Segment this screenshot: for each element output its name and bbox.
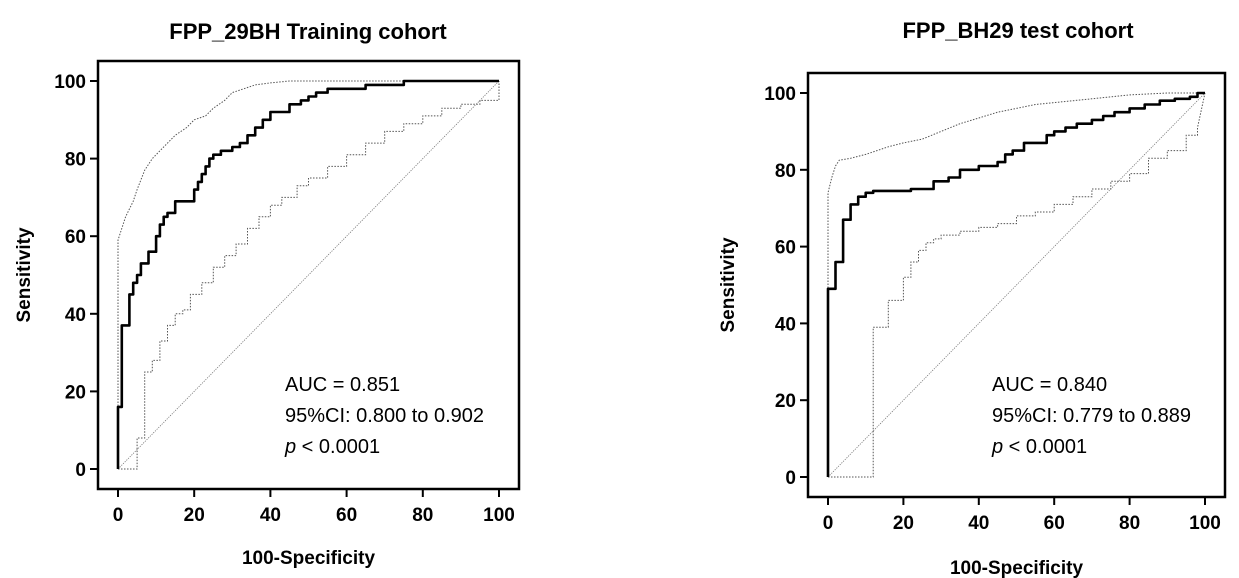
p-value-annotation: p < 0.0001 bbox=[284, 436, 380, 458]
x-tick-label: 80 bbox=[1119, 513, 1140, 534]
y-axis-title: Sensitivity bbox=[14, 227, 35, 322]
reference-diagonal bbox=[117, 80, 500, 470]
ci-upper-curve bbox=[117, 80, 499, 469]
x-axis-title: 100-Specificity bbox=[242, 548, 375, 569]
y-tick-label: 100 bbox=[764, 84, 796, 105]
x-tick-label: 60 bbox=[336, 505, 357, 526]
y-tick-label: 80 bbox=[65, 150, 86, 171]
chart-title: FPP_29BH Training cohort bbox=[169, 19, 447, 44]
plot-frame bbox=[96, 59, 521, 491]
p-symbol: p bbox=[991, 436, 1003, 458]
x-axis-title: 100-Specificity bbox=[950, 558, 1083, 578]
auc-annotation: AUC = 0.851 bbox=[285, 374, 400, 396]
p-value-annotation: p < 0.0001 bbox=[991, 436, 1087, 458]
y-tick-label: 60 bbox=[775, 238, 796, 259]
x-tick-label: 100 bbox=[1189, 513, 1221, 534]
p-value-text: < 0.0001 bbox=[296, 436, 380, 458]
x-tick-label: 20 bbox=[893, 513, 914, 534]
y-tick-label: 40 bbox=[775, 314, 796, 335]
roc-chart-2: FPP_BH29 test cohort 0 20 40 60 80 100 0 20 40 60 8… bbox=[718, 18, 1227, 578]
ci-annotation: 95%CI: 0.800 to 0.902 bbox=[285, 405, 484, 427]
x-tick-label: 80 bbox=[412, 505, 433, 526]
y-tick-label: 100 bbox=[54, 72, 86, 93]
p-value-text: < 0.0001 bbox=[1003, 436, 1087, 458]
chart-title: FPP_BH29 test cohort bbox=[902, 18, 1134, 43]
x-tick-label: 0 bbox=[113, 505, 124, 526]
y-tick-label: 20 bbox=[775, 391, 796, 412]
ci-annotation: 95%CI: 0.779 to 0.889 bbox=[992, 405, 1191, 427]
y-tick-label: 0 bbox=[785, 468, 796, 489]
roc-chart-1: FPP_29BH Training cohort 0 20 40 60 80 100 0 20 4… bbox=[14, 19, 521, 569]
x-tick-label: 40 bbox=[260, 505, 281, 526]
x-tick-label: 40 bbox=[968, 513, 989, 534]
plot-frame bbox=[806, 71, 1227, 499]
x-tick-label: 60 bbox=[1044, 513, 1065, 534]
x-tick-label: 0 bbox=[823, 513, 834, 534]
y-tick-label: 80 bbox=[775, 161, 796, 182]
auc-annotation: AUC = 0.840 bbox=[992, 374, 1107, 396]
x-tick-label: 20 bbox=[184, 505, 205, 526]
ci-lower-curve bbox=[828, 92, 1206, 478]
y-tick-label: 60 bbox=[65, 227, 86, 248]
y-tick-label: 0 bbox=[75, 460, 86, 481]
y-tick-label: 40 bbox=[65, 305, 86, 326]
p-symbol: p bbox=[284, 436, 296, 458]
reference-diagonal bbox=[827, 92, 1206, 478]
y-axis-title: Sensitivity bbox=[718, 237, 739, 332]
y-tick-label: 20 bbox=[65, 382, 86, 403]
roc-curve bbox=[116, 79, 499, 469]
ci-lower-curve bbox=[118, 81, 500, 470]
x-tick-label: 100 bbox=[483, 505, 515, 526]
ci-upper-curve bbox=[827, 92, 1205, 477]
roc-curve bbox=[826, 91, 1205, 477]
